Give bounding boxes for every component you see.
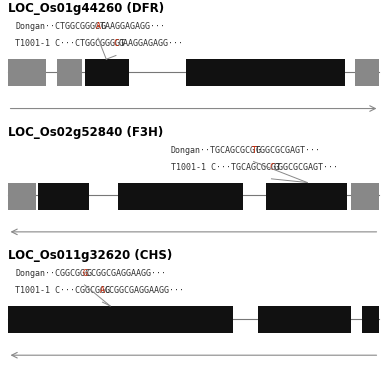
Text: Dongan··TGCAGCGCGT: Dongan··TGCAGCGCGT (171, 145, 261, 155)
Text: GCGGCGAGGAAGG···: GCGGCGAGGAAGG··· (87, 269, 167, 278)
Text: A: A (96, 22, 101, 31)
Bar (86, 59, 129, 86)
Text: T1001-1 C···TGCAGCGCGT: T1001-1 C···TGCAGCGCGT (171, 163, 281, 172)
Text: GGGCGCGAGT···: GGGCGCGAGT··· (274, 163, 339, 172)
Bar (362, 306, 379, 333)
Text: LOC_Os01g44260 (DFR): LOC_Os01g44260 (DFR) (8, 3, 164, 16)
Text: T1001-1 C···CGGCGGC: T1001-1 C···CGGCGGC (15, 286, 110, 295)
Text: A: A (100, 286, 105, 295)
Text: GCGGCGAGGAAGG···: GCGGCGAGGAAGG··· (105, 286, 185, 295)
Bar (258, 306, 351, 333)
Text: T1001-1 C···CTGGCGGGGT: T1001-1 C···CTGGCGGGGT (15, 40, 125, 48)
Bar (351, 182, 379, 210)
Bar (265, 182, 347, 210)
Bar (118, 182, 243, 210)
Bar (8, 59, 46, 86)
Bar (186, 59, 345, 86)
Text: LOC_Os011g32620 (CHS): LOC_Os011g32620 (CHS) (8, 249, 172, 262)
Text: GGGCGCGAGT···: GGGCGCGAGT··· (256, 145, 321, 155)
Text: G: G (82, 269, 87, 278)
Bar (57, 59, 82, 86)
Bar (38, 182, 89, 210)
Text: Dongan··CTGGCGGGGT: Dongan··CTGGCGGGGT (15, 22, 105, 31)
Text: T: T (251, 145, 256, 155)
Text: LOC_Os02g52840 (F3H): LOC_Os02g52840 (F3H) (8, 126, 163, 139)
Bar (8, 182, 36, 210)
Text: GAAGGAGAGG···: GAAGGAGAGG··· (100, 22, 165, 31)
Text: C: C (269, 163, 274, 172)
Text: Dongan··CGGCGGC: Dongan··CGGCGGC (15, 269, 90, 278)
Text: GAAGGAGAGG···: GAAGGAGAGG··· (118, 40, 183, 48)
Bar (8, 306, 233, 333)
Bar (354, 59, 379, 86)
Text: C: C (114, 40, 119, 48)
